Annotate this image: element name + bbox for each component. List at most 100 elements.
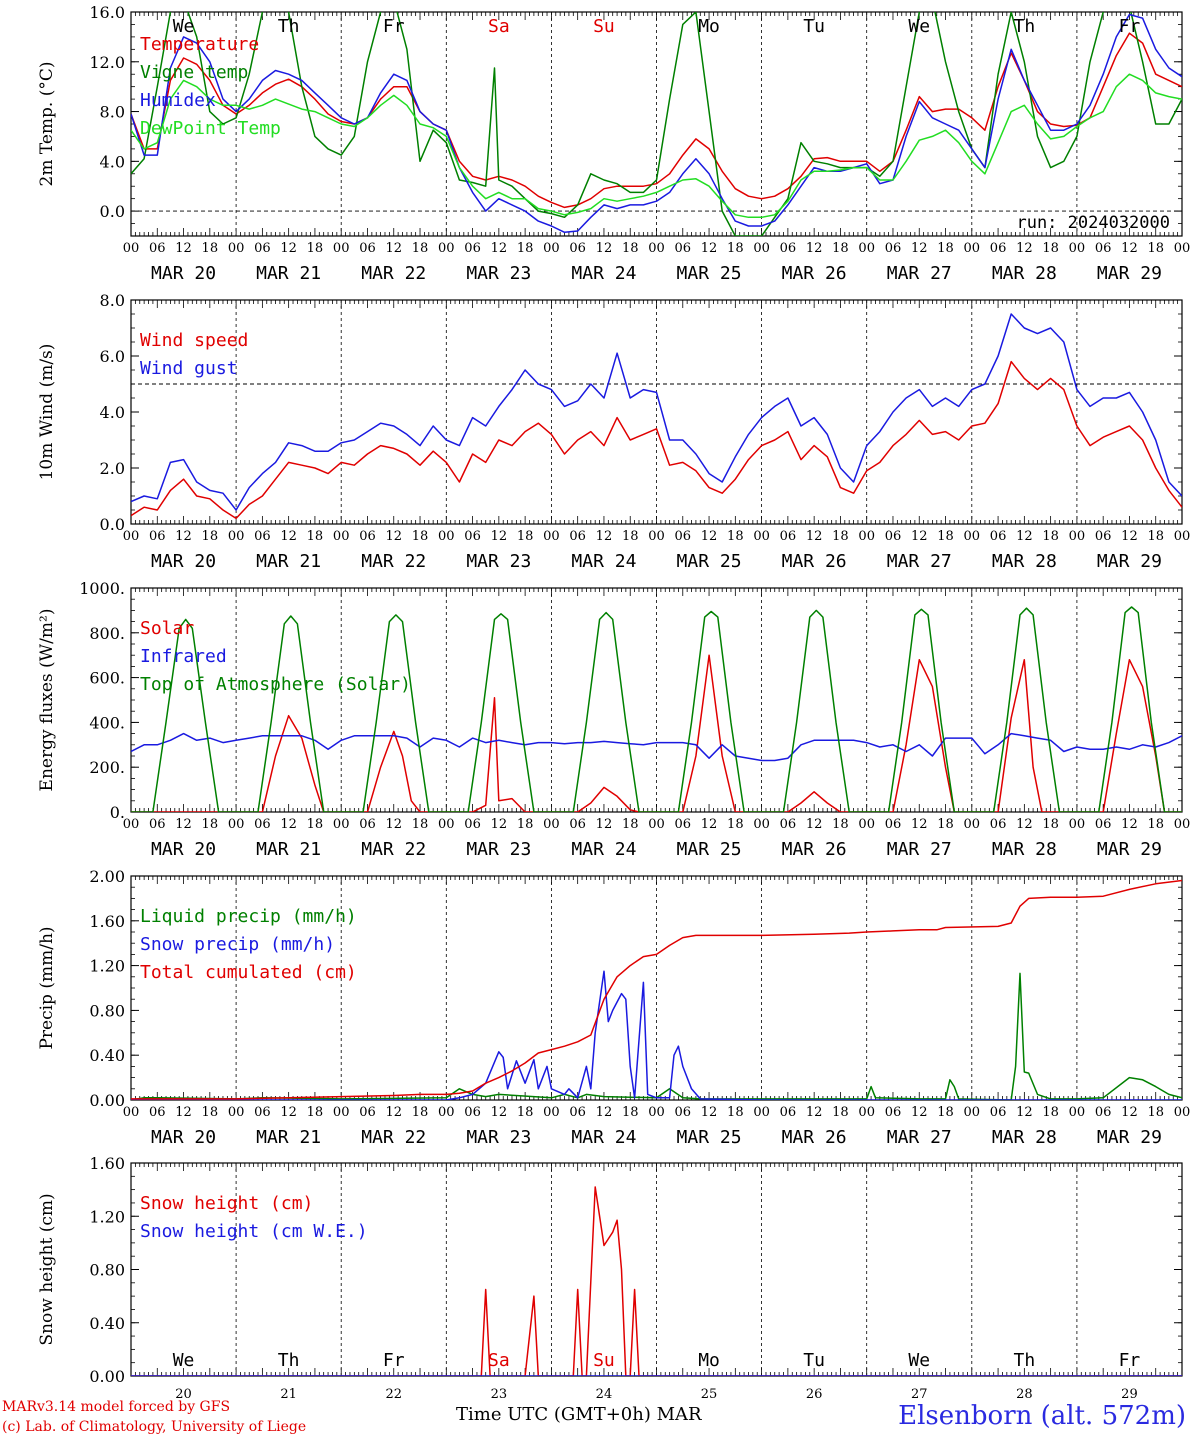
hour-tick-label: 12 — [280, 1105, 297, 1120]
hour-tick-label: 18 — [202, 529, 219, 544]
hour-tick-label: 00 — [964, 529, 981, 544]
weekday-label: Fr — [1119, 16, 1141, 37]
hour-tick-label: 12 — [1121, 817, 1138, 832]
date-label: MAR 21 — [256, 263, 321, 284]
hour-tick-label: 00 — [543, 529, 560, 544]
y-tick-label: 1.60 — [89, 1154, 125, 1173]
date-label: MAR 23 — [466, 551, 531, 572]
hour-tick-label: 18 — [412, 241, 429, 256]
day-number-label: 21 — [280, 1387, 297, 1400]
y-axis-label: Snow height (cm) — [37, 1193, 57, 1345]
hour-tick-label: 12 — [911, 1105, 928, 1120]
hour-tick-label: 12 — [701, 1105, 718, 1120]
hour-tick-label: 06 — [675, 817, 692, 832]
y-tick-label: 0.80 — [89, 1261, 125, 1280]
hour-tick-label: 18 — [832, 1105, 849, 1120]
series-group — [131, 606, 1182, 812]
date-label: MAR 25 — [677, 551, 742, 572]
hour-tick-label: 06 — [254, 529, 271, 544]
hour-tick-label: 06 — [149, 241, 166, 256]
panel-2: 0.0 2.0 4.0 6.0 8.0 10m Wind (m/s) Wind speed W… — [37, 291, 1190, 572]
date-label: MAR 26 — [782, 263, 847, 284]
date-label: MAR 28 — [992, 839, 1057, 860]
hour-tick-label: 00 — [753, 529, 770, 544]
date-label: MAR 26 — [782, 839, 847, 860]
meteogram: 0.0 4.0 8.0 12.0 16.0 2m Temp. (°C) Temperatur… — [37, 3, 1190, 1400]
date-label: MAR 25 — [677, 839, 742, 860]
hour-tick-label: 00 — [228, 241, 245, 256]
hour-tick-label: 06 — [1095, 1105, 1112, 1120]
hour-tick-label: 00 — [438, 529, 455, 544]
weekday-label: Fr — [1119, 1350, 1141, 1371]
station-label: Elsenborn (alt. 572m) — [898, 1401, 1186, 1431]
weekday-label: Su — [593, 1350, 615, 1371]
weekday-label: Th — [1014, 16, 1036, 37]
hour-tick-label: 18 — [517, 817, 534, 832]
hour-tick-label: 06 — [149, 817, 166, 832]
legend-entry: Liquid precip (mm/h) — [140, 906, 357, 927]
hour-tick-label: 06 — [780, 241, 797, 256]
hour-tick-label: 12 — [911, 817, 928, 832]
hour-tick-label: 18 — [412, 529, 429, 544]
legend-entry: Infrared — [140, 646, 227, 667]
hour-tick-label: 06 — [254, 241, 271, 256]
weekday-label: Th — [1014, 1350, 1036, 1371]
hour-tick-label: 12 — [911, 241, 928, 256]
y-tick-label: 4.0 — [100, 152, 125, 171]
panel-5: 0.00 0.40 0.80 1.20 1.60 Snow height (cm) Snow… — [37, 1154, 1183, 1400]
hour-tick-label: 12 — [491, 1105, 508, 1120]
hour-tick-label: 00 — [438, 241, 455, 256]
hour-tick-label: 18 — [307, 817, 324, 832]
series-line-1 — [131, 654, 1182, 812]
hour-tick-label: 12 — [1016, 529, 1033, 544]
hour-tick-label: 18 — [622, 817, 639, 832]
series-group — [131, 879, 1182, 1100]
hour-tick-label: 18 — [832, 529, 849, 544]
hour-tick-label: 06 — [569, 1105, 586, 1120]
date-label: MAR 20 — [151, 263, 216, 284]
y-tick-label: 0.80 — [89, 1001, 125, 1020]
hour-tick-label: 12 — [1121, 1105, 1138, 1120]
hour-tick-label: 00 — [438, 817, 455, 832]
hour-tick-label: 06 — [1095, 529, 1112, 544]
hour-tick-label: 12 — [1016, 817, 1033, 832]
date-label: MAR 21 — [256, 1127, 321, 1148]
y-tick-label: 1.60 — [89, 912, 125, 931]
hour-tick-label: 18 — [517, 1105, 534, 1120]
series-line-2 — [131, 970, 1182, 1100]
hour-tick-label: 12 — [596, 529, 613, 544]
hour-tick-label: 00 — [858, 241, 875, 256]
hour-tick-label: 00 — [438, 1105, 455, 1120]
series-group — [131, 1186, 1182, 1376]
plot-frame — [130, 299, 1183, 525]
hour-tick-label: 00 — [228, 529, 245, 544]
weekday-label: We — [908, 16, 930, 37]
date-label: MAR 29 — [1097, 839, 1162, 860]
hour-tick-label: 06 — [675, 241, 692, 256]
hour-tick-label: 12 — [1016, 241, 1033, 256]
legend-entry: Vigne temp — [140, 62, 248, 83]
x-axis-title: Time UTC (GMT+0h) MAR — [456, 1404, 702, 1425]
hour-tick-label: 18 — [727, 241, 744, 256]
series-line-3 — [131, 606, 1182, 812]
hour-tick-label: 12 — [1016, 1105, 1033, 1120]
hour-tick-label: 18 — [517, 241, 534, 256]
date-label: MAR 25 — [677, 1127, 742, 1148]
hour-tick-label: 12 — [175, 817, 192, 832]
date-label: MAR 27 — [887, 263, 952, 284]
hour-tick-label: 18 — [1042, 241, 1059, 256]
day-number-label: 24 — [596, 1387, 613, 1400]
hour-tick-label: 12 — [385, 241, 402, 256]
hour-tick-label: 00 — [964, 241, 981, 256]
hour-tick-label: 00 — [648, 241, 665, 256]
day-number-label: 22 — [385, 1387, 402, 1400]
hour-tick-label: 06 — [254, 1105, 271, 1120]
hour-tick-label: 06 — [990, 1105, 1007, 1120]
hour-tick-label: 00 — [333, 1105, 350, 1120]
hour-tick-label: 18 — [307, 241, 324, 256]
hour-tick-label: 06 — [885, 529, 902, 544]
y-tick-label: 4.0 — [100, 403, 125, 422]
hour-tick-label: 12 — [280, 529, 297, 544]
date-label: MAR 25 — [677, 263, 742, 284]
series-group — [131, 313, 1182, 520]
